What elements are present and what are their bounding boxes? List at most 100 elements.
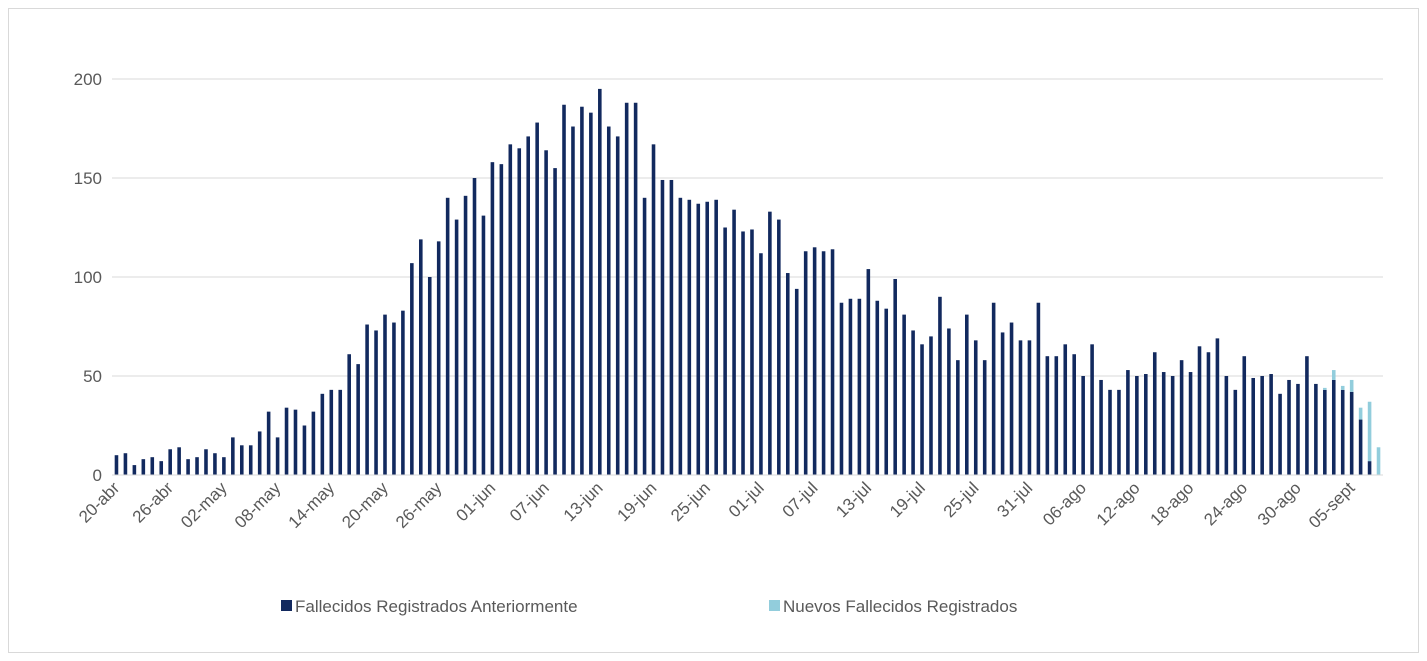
- bar: [1206, 352, 1211, 475]
- bar: [615, 136, 620, 476]
- bar: [1108, 389, 1112, 475]
- bar: [427, 277, 432, 475]
- bar: [1063, 344, 1068, 475]
- bar: [356, 364, 360, 475]
- bar: [1152, 352, 1157, 475]
- bar: [553, 168, 557, 475]
- bar: [1367, 461, 1372, 475]
- bar: [275, 437, 280, 475]
- bar: [204, 449, 208, 475]
- bar: [1340, 389, 1345, 475]
- bar: [1188, 372, 1193, 475]
- bar: [347, 354, 351, 475]
- bar: [1072, 354, 1076, 475]
- bar: [1054, 356, 1059, 475]
- bar: [642, 197, 647, 476]
- bar: [508, 144, 513, 475]
- y-tick-label: 50: [83, 367, 102, 386]
- bar: [213, 453, 217, 475]
- bar: [231, 437, 235, 475]
- bar: [785, 273, 790, 475]
- y-tick-label: 200: [74, 70, 102, 89]
- y-tick-label: 150: [74, 169, 102, 188]
- bar: [1161, 372, 1166, 475]
- bar: [777, 219, 781, 475]
- bar: [839, 302, 844, 475]
- bar: [374, 330, 378, 475]
- bar: [857, 298, 862, 475]
- bar: [1144, 374, 1148, 475]
- bar: [239, 445, 244, 475]
- bar: [1269, 374, 1273, 475]
- bar: [392, 322, 396, 475]
- bar: [973, 340, 978, 475]
- bar: [141, 459, 146, 475]
- legend-swatch: [281, 600, 292, 611]
- bar: [741, 231, 745, 475]
- bar: [866, 269, 871, 475]
- y-tick-label: 100: [74, 268, 102, 287]
- bar: [982, 360, 987, 475]
- bar: [759, 253, 763, 475]
- bar: [499, 164, 504, 475]
- bar: [606, 126, 611, 476]
- bar: [150, 457, 155, 475]
- bar: [410, 263, 414, 475]
- bar: [1242, 356, 1247, 475]
- bar: [1018, 340, 1023, 475]
- bar: [624, 102, 629, 475]
- bar: [1296, 383, 1300, 475]
- bar: [794, 288, 799, 475]
- bar: [1367, 401, 1372, 462]
- bar: [1215, 338, 1220, 475]
- bar: [1009, 322, 1014, 475]
- bar: [893, 278, 897, 475]
- bar: [177, 447, 181, 475]
- bar: [526, 136, 530, 476]
- bar: [1135, 376, 1139, 475]
- bar: [132, 465, 137, 475]
- bar: [1358, 419, 1363, 475]
- bar: [535, 122, 539, 475]
- bar: [1126, 370, 1130, 475]
- bar: [991, 302, 996, 475]
- bar: [454, 219, 459, 475]
- y-tick-label: 0: [93, 466, 102, 485]
- bar: [589, 112, 593, 475]
- bar: [1170, 376, 1175, 475]
- bar: [947, 328, 951, 475]
- bar: [1349, 391, 1354, 475]
- bar: [678, 197, 683, 476]
- bar: [490, 162, 495, 475]
- bar: [812, 247, 817, 475]
- bar: [920, 344, 924, 475]
- bar: [329, 389, 334, 475]
- bar: [1376, 447, 1381, 475]
- bar: [114, 455, 119, 475]
- bar: [768, 211, 772, 475]
- bar: [938, 296, 942, 475]
- bar: [472, 178, 477, 475]
- bar: [195, 457, 199, 475]
- bar: [186, 459, 190, 475]
- bar: [320, 393, 325, 475]
- bar: [1090, 344, 1094, 475]
- bar: [311, 411, 316, 475]
- bar: [1045, 356, 1050, 475]
- bar: [723, 227, 727, 475]
- bar: [669, 179, 674, 476]
- bar: [1323, 387, 1327, 390]
- bar: [1197, 346, 1202, 475]
- bar: [266, 411, 271, 475]
- bar: [293, 409, 298, 475]
- bar: [544, 150, 548, 475]
- bar: [1251, 377, 1256, 475]
- bar: [302, 425, 307, 475]
- legend-swatch: [769, 600, 780, 611]
- bar: [598, 88, 602, 476]
- chart-border: [8, 8, 1419, 653]
- bar: [401, 310, 405, 475]
- bar: [902, 314, 906, 475]
- bar: [365, 324, 369, 475]
